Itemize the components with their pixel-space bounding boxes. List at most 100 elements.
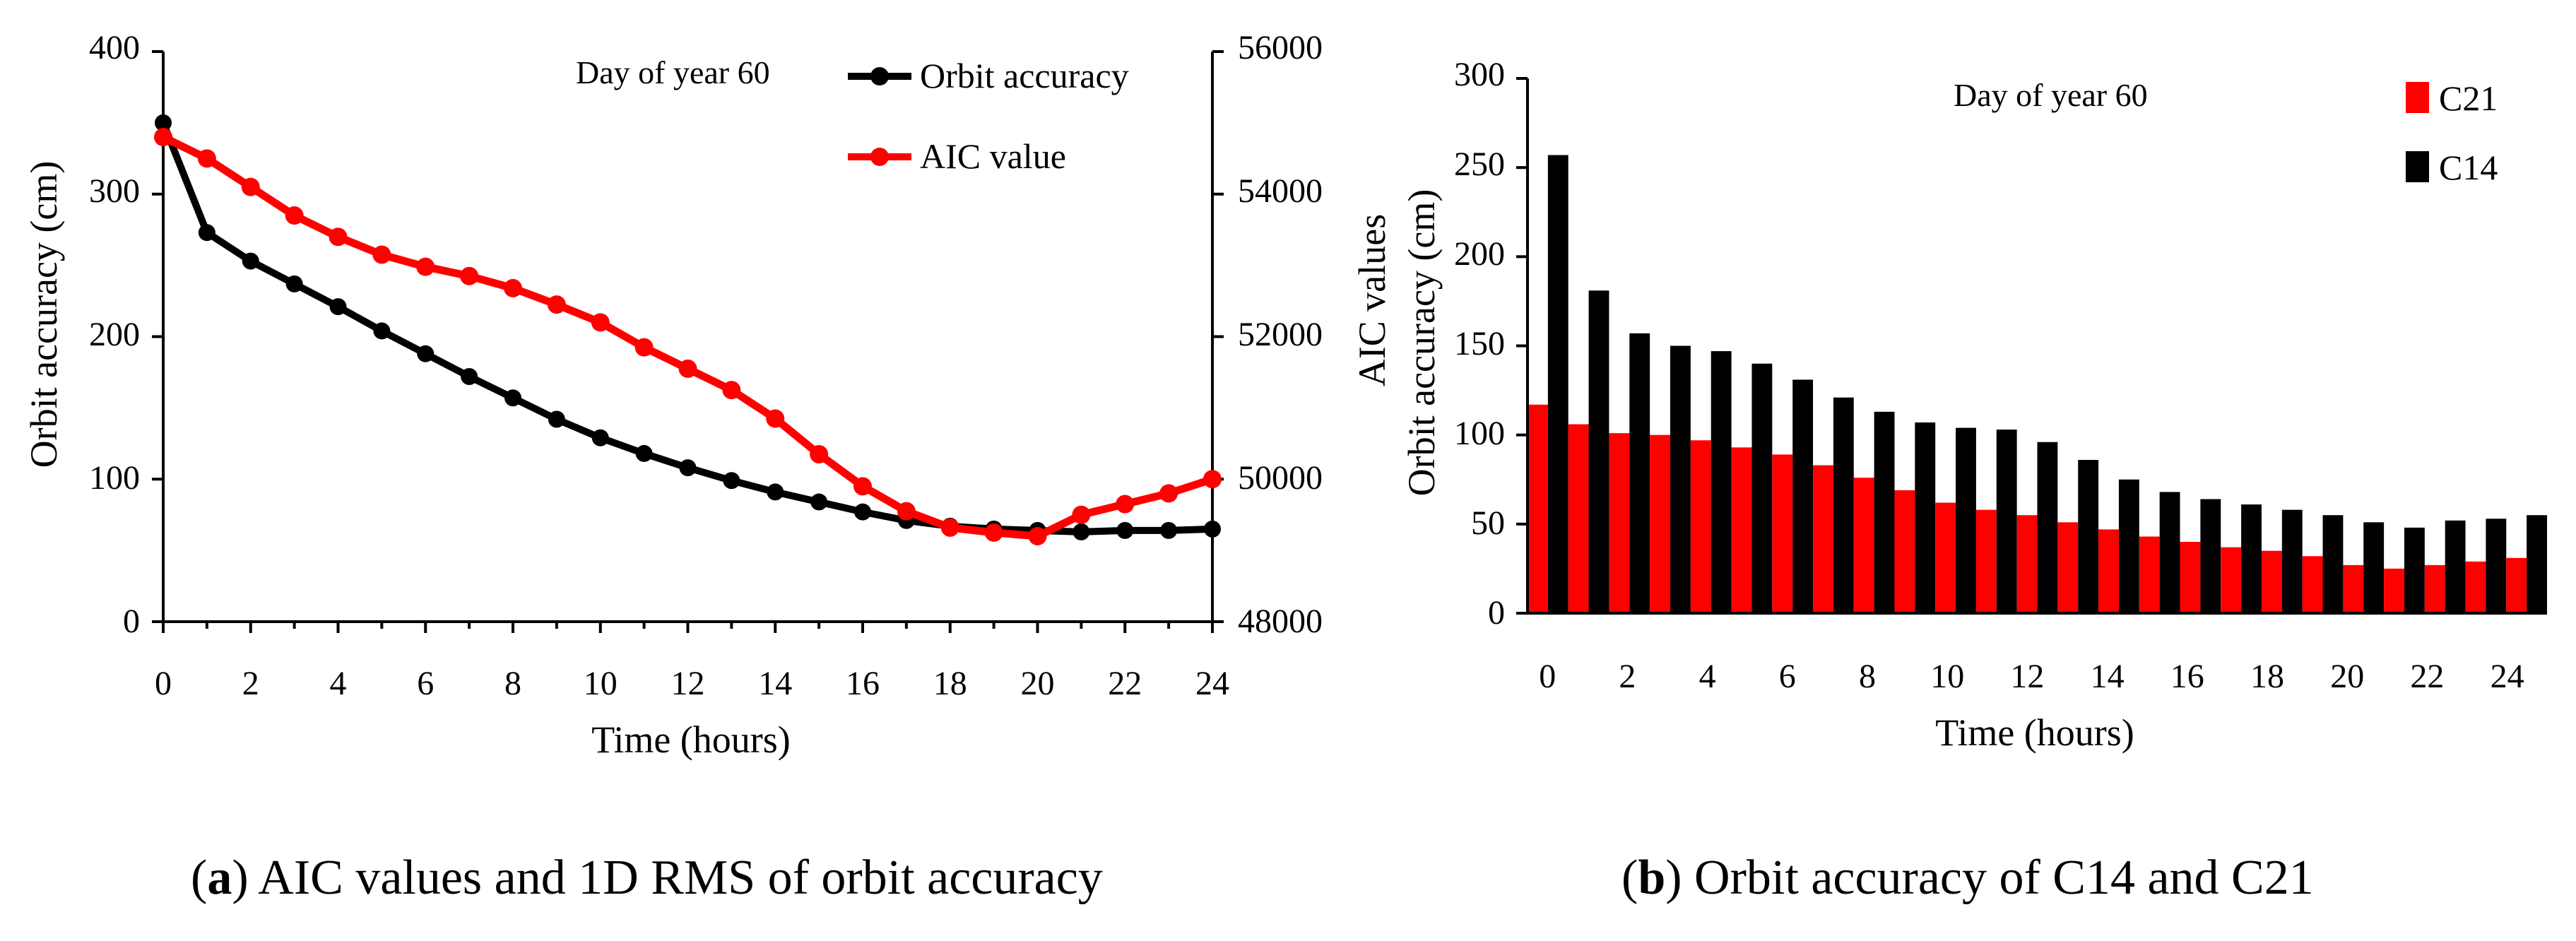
a-x-tick: 4 — [330, 665, 347, 702]
bar-c21 — [1650, 434, 1671, 613]
bar-c14 — [1629, 333, 1650, 613]
a-x-tick: 0 — [155, 665, 172, 702]
bar-c14 — [2241, 504, 2262, 613]
bar-c14 — [2281, 509, 2303, 613]
a-x-tick: 24 — [1195, 665, 1229, 702]
bar-c21 — [1853, 478, 1874, 613]
point-aic-value — [504, 278, 522, 297]
point-orbit-accuracy — [285, 275, 303, 292]
point-aic-value — [460, 266, 479, 285]
legend-label-c14: C14 — [2439, 148, 2498, 187]
panel-a-x-ticks: 0 2 4 6 8 10 12 14 16 18 20 22 24 — [155, 665, 1229, 702]
bar-c14 — [2159, 492, 2180, 613]
b-x-tick: 18 — [2250, 658, 2284, 695]
b-y-tick: 150 — [1454, 325, 1505, 362]
bar-c21 — [2302, 556, 2323, 613]
point-orbit-accuracy — [548, 410, 565, 428]
a-y-tick: 200 — [89, 316, 140, 353]
point-aic-value — [285, 206, 304, 225]
point-aic-value — [1116, 495, 1135, 514]
b-x-tick: 8 — [1859, 658, 1876, 695]
a-y2-axis-label: AIC values — [1351, 214, 1393, 386]
bar-c21 — [2343, 564, 2364, 613]
b-x-tick: 24 — [2491, 658, 2524, 695]
point-orbit-accuracy — [1116, 521, 1134, 539]
b-y-tick: 300 — [1454, 56, 1505, 93]
point-aic-value — [766, 409, 785, 428]
point-aic-value — [634, 338, 654, 357]
a-x-tick: 6 — [417, 665, 434, 702]
point-orbit-accuracy — [504, 389, 521, 407]
bar-c21 — [2465, 561, 2486, 613]
b-x-tick: 20 — [2330, 658, 2364, 695]
point-orbit-accuracy — [461, 367, 478, 385]
point-aic-value — [1072, 505, 1091, 524]
b-y-tick: 200 — [1454, 235, 1505, 273]
point-aic-value — [197, 149, 216, 168]
bar-c14 — [1547, 155, 1568, 614]
bar-c21 — [1894, 490, 1915, 613]
point-aic-value — [1203, 470, 1222, 489]
point-aic-value — [329, 227, 348, 247]
b-x-tick: 2 — [1619, 658, 1636, 695]
point-aic-value — [678, 359, 697, 378]
point-aic-value — [416, 257, 435, 276]
point-orbit-accuracy — [723, 472, 740, 490]
point-orbit-accuracy — [767, 483, 784, 501]
bar-c21 — [2384, 568, 2404, 613]
a-y-tick: 300 — [89, 172, 140, 210]
bar-c14 — [2363, 522, 2385, 613]
bar-c14 — [1751, 363, 1773, 613]
bar-c21 — [1935, 502, 1956, 613]
a-y-tick: 0 — [123, 603, 140, 640]
a-y2-tick: 54000 — [1238, 172, 1323, 210]
bar-c21 — [2221, 547, 2242, 613]
bar-c14 — [1711, 351, 1732, 613]
bar-c21 — [2139, 536, 2160, 613]
b-y-axis-label: Orbit accuracy (cm) — [1400, 189, 1443, 497]
bar-c14 — [1996, 430, 2017, 613]
caption-a-text: ) AIC values and 1D RMS of orbit accurac… — [232, 851, 1103, 905]
a-y-tick: 100 — [89, 459, 140, 497]
a-y-axis-label: Orbit accuracy (cm) — [23, 161, 65, 468]
point-orbit-accuracy — [591, 429, 609, 446]
b-x-tick: 6 — [1779, 658, 1796, 695]
bar-c14 — [2445, 520, 2466, 613]
point-orbit-accuracy — [155, 114, 172, 131]
point-orbit-accuracy — [1160, 521, 1178, 539]
panel-a-y2-ticks: 48000 50000 52000 54000 56000 — [1238, 29, 1323, 640]
series-line-aic-value — [161, 134, 1214, 540]
point-aic-value — [591, 313, 610, 332]
a-annotation: Day of year 60 — [576, 54, 770, 90]
bar-c21 — [1975, 509, 1997, 613]
point-aic-value — [547, 295, 566, 314]
b-annotation: Day of year 60 — [1954, 77, 2148, 113]
bar-c14 — [1956, 427, 1976, 613]
bar-c21 — [2424, 564, 2445, 613]
point-aic-value — [372, 245, 391, 264]
bar-c21 — [2057, 522, 2079, 613]
bar-c21 — [1609, 433, 1630, 613]
bar-c21 — [1568, 424, 1589, 613]
a-x-tick: 14 — [758, 665, 792, 702]
b-x-tick: 16 — [2170, 658, 2204, 695]
bar-c14 — [2527, 515, 2547, 613]
point-aic-value — [154, 128, 172, 147]
b-x-axis-label: Time (hours) — [1935, 711, 2134, 754]
point-orbit-accuracy — [679, 459, 697, 477]
point-orbit-accuracy — [854, 503, 871, 521]
caption-a-letter: a — [207, 851, 232, 905]
point-aic-value — [853, 477, 872, 496]
point-aic-value — [897, 502, 916, 521]
bar-c21 — [1690, 440, 1711, 613]
caption-b-text: ) Orbit accuracy of C14 and C21 — [1665, 851, 2314, 905]
a-x-tick: 2 — [242, 665, 259, 702]
a-y2-tick: 56000 — [1238, 29, 1323, 66]
bar-c21 — [1528, 404, 1548, 613]
point-orbit-accuracy — [373, 322, 391, 340]
bar-c21 — [2180, 542, 2201, 613]
bar-c14 — [2322, 515, 2344, 613]
a-x-tick: 20 — [1021, 665, 1055, 702]
bar-c14 — [1833, 397, 1854, 613]
